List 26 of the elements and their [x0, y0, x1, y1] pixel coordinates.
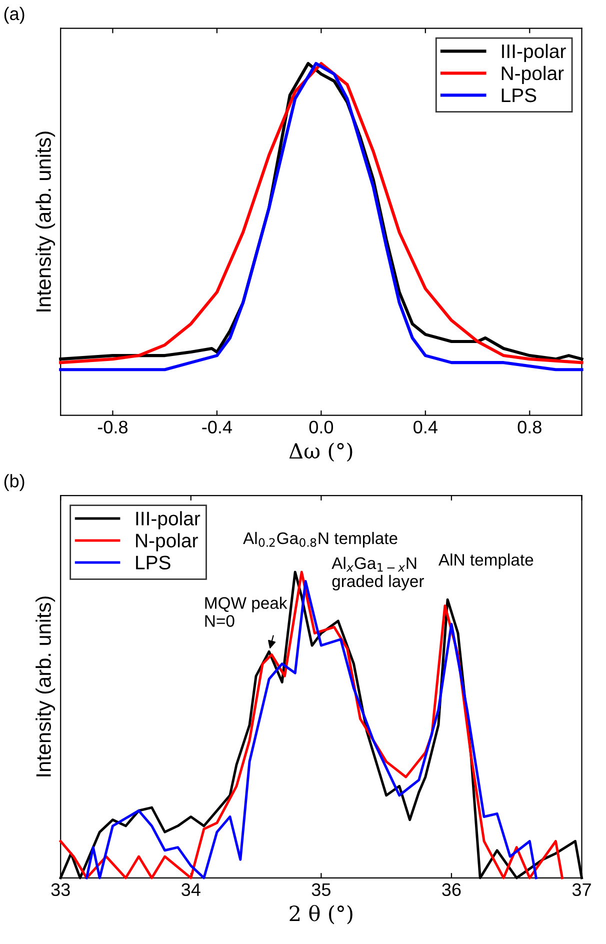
annotation: MQW peak N=0 — [205, 596, 288, 627]
annotation: Al$_{0.2}$Ga$_{0.8}$N template — [243, 532, 398, 548]
chart-title: (a) — [4, 6, 24, 24]
annotation: Al$_{x}$Ga$_{1−x}$N graded layer — [332, 556, 424, 590]
x-tick-label: -0.8 — [98, 420, 128, 434]
x-tick-label: 0.4 — [414, 420, 438, 434]
x-tick-label: 36 — [442, 883, 461, 896]
legend-label: III-polar — [502, 44, 566, 62]
x-tick-label: 0.8 — [518, 420, 542, 434]
x-axis-title: Δω (°) — [289, 442, 352, 462]
annotation: AlN template — [438, 553, 534, 570]
x-tick-label: 35 — [312, 883, 330, 896]
x-tick-label: 37 — [572, 883, 591, 896]
x-tick-label: 33 — [51, 883, 70, 896]
legend-label: III-polar — [136, 511, 200, 530]
legend-label: LPS — [502, 88, 536, 102]
y-axis-title: Intensity (arb. units) — [36, 596, 56, 776]
legend-label: N-polar — [502, 66, 564, 84]
y-axis-title: Intensity (arb. units) — [36, 132, 56, 312]
legend-label: LPS — [136, 556, 170, 570]
legend-label: N-polar — [136, 533, 198, 552]
x-tick-label: 0.0 — [309, 420, 334, 434]
x-axis-title: 2 θ (°) — [290, 904, 352, 924]
x-tick-label: 34 — [182, 883, 200, 896]
x-tick-label: -0.4 — [202, 420, 232, 434]
chart-title: (b) — [4, 474, 24, 492]
